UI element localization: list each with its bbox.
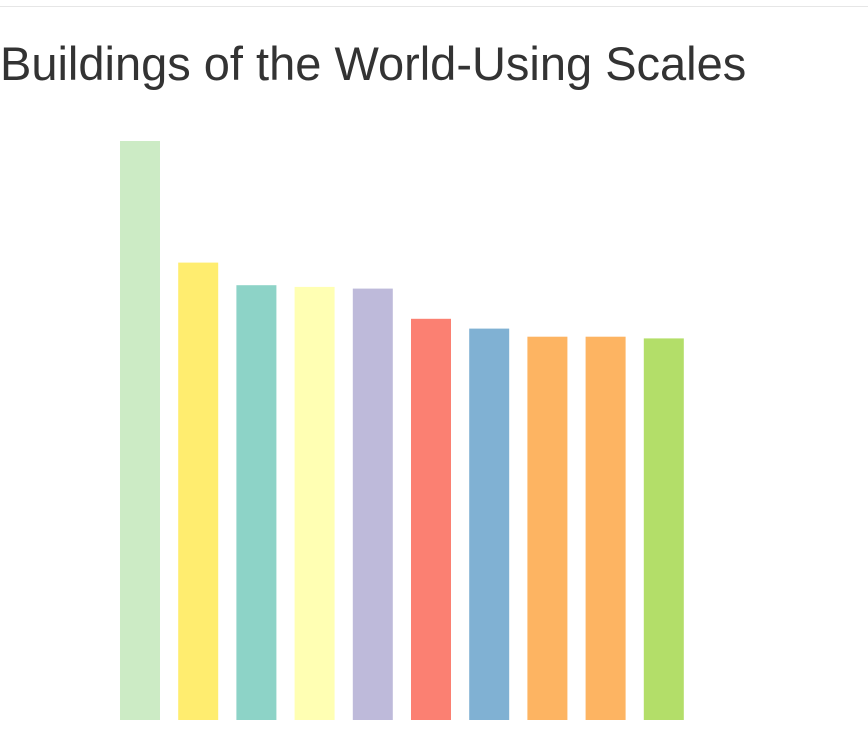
bar-6 xyxy=(411,318,451,720)
bar-10 xyxy=(643,338,684,720)
bar-9 xyxy=(585,336,626,720)
bar-3 xyxy=(236,285,277,720)
top-divider xyxy=(0,6,868,7)
bar-4 xyxy=(294,286,335,720)
bar-1 xyxy=(120,141,160,720)
chart-title: Buildings of the World-Using Scales xyxy=(0,37,747,90)
bar-5 xyxy=(352,288,393,720)
bar-2 xyxy=(178,262,219,720)
bar-7 xyxy=(469,328,510,720)
bar-8 xyxy=(527,336,568,720)
